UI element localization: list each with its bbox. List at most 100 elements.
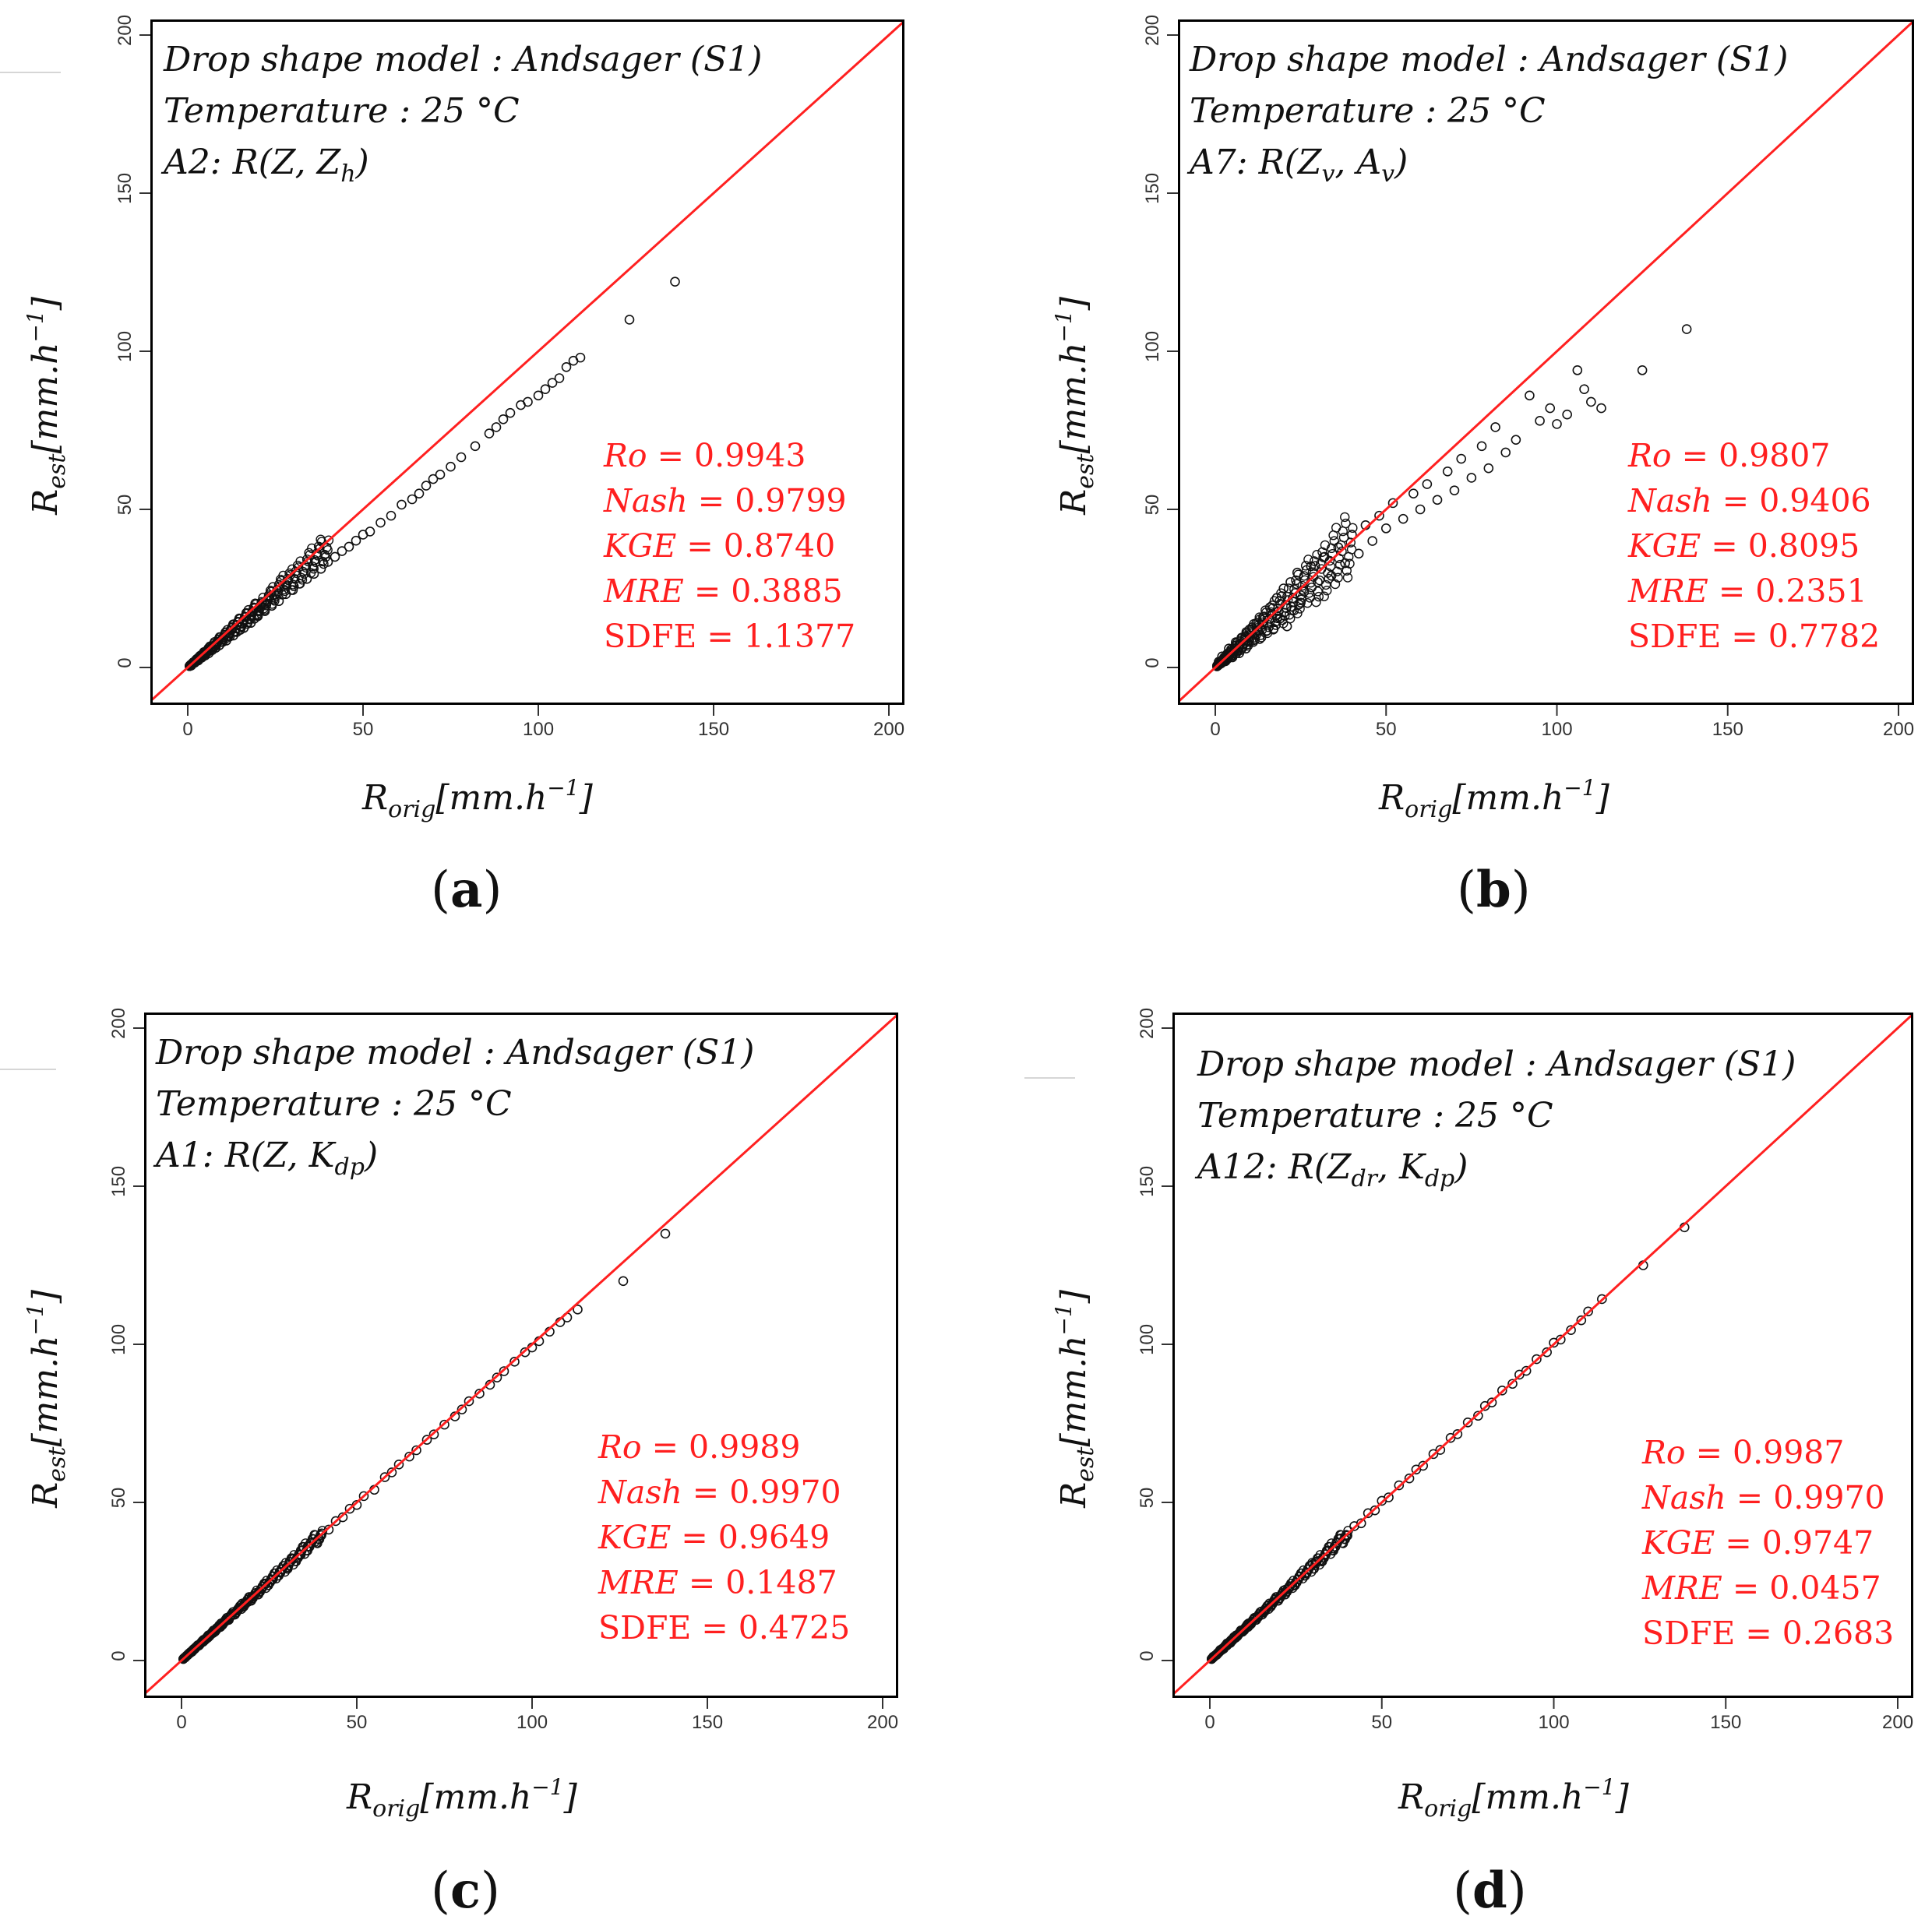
x-tick-label: 200 <box>1883 719 1915 740</box>
stat-ro: Ro = 0.9943 <box>604 440 806 472</box>
y-tick-label: 0 <box>115 657 136 668</box>
stat-value: 0.9970 <box>729 1474 841 1511</box>
stat-equals: = <box>1712 482 1760 519</box>
stat-label: Nash <box>1642 1479 1726 1516</box>
relation-text: ) <box>355 143 369 182</box>
x-axis-label: Rorig[mm.h−1] <box>1379 775 1609 823</box>
x-axis-label: Rorig[mm.h−1] <box>347 1774 577 1823</box>
stat-sdfe: SDFE = 1.1377 <box>604 621 855 653</box>
caption-paren: ( <box>431 861 450 919</box>
stat-ro: Ro = 0.9989 <box>598 1432 800 1463</box>
x-axis-label: Rorig[mm.h−1] <box>362 775 593 823</box>
stat-value: 0.9406 <box>1759 482 1871 519</box>
stat-label: KGE <box>1628 527 1701 565</box>
xlab-sup: −1 <box>1583 1774 1616 1800</box>
stat-equals: = <box>678 1564 726 1601</box>
stat-nash: Nash = 0.9970 <box>598 1477 841 1509</box>
xlab-sup: −1 <box>531 1774 564 1800</box>
stat-kge: KGE = 0.8095 <box>1628 530 1860 562</box>
x-tick-label: 0 <box>1210 719 1221 740</box>
x-tick-label: 0 <box>182 719 193 740</box>
stat-label: SDFE <box>1628 618 1722 655</box>
caption-paren: ) <box>480 1862 500 1920</box>
stat-label: Nash <box>604 482 688 519</box>
stat-label: SDFE <box>598 1609 692 1647</box>
y-tick-label: 100 <box>1137 1323 1158 1355</box>
caption-letter: c <box>450 1861 481 1920</box>
y-tick-label: 50 <box>1137 1487 1158 1509</box>
stat-value: 1.1377 <box>743 618 856 655</box>
stat-sdfe: SDFE = 0.4725 <box>598 1612 850 1644</box>
relation-text: A7: R(Z <box>1190 143 1322 182</box>
relation-subscript: dr <box>1351 1165 1377 1192</box>
relation-text: ) <box>1454 1147 1468 1187</box>
stat-kge: KGE = 0.8740 <box>604 530 835 562</box>
y-tick-label: 200 <box>115 14 136 46</box>
crop-mark <box>0 72 61 73</box>
relation-text: , A <box>1334 143 1382 182</box>
x-tick-label: 150 <box>1710 1712 1742 1733</box>
caption-letter: b <box>1475 861 1511 919</box>
x-tick-label: 150 <box>692 1712 724 1733</box>
caption-paren: ) <box>1507 1862 1527 1920</box>
ylab-sub: est <box>44 1446 71 1482</box>
ylab-close: ] <box>26 1290 65 1304</box>
x-tick-label: 0 <box>1204 1712 1215 1733</box>
ylab-close: ] <box>1054 1290 1094 1304</box>
stat-equals: = <box>1715 1524 1762 1562</box>
stat-equals: = <box>1721 618 1768 655</box>
stat-kge: KGE = 0.9747 <box>1642 1527 1874 1559</box>
ylab-sub: est <box>1072 453 1099 489</box>
relation-text: A2: R(Z, Z <box>164 143 341 182</box>
stat-value: 0.9987 <box>1732 1434 1845 1471</box>
y-tick-label: 50 <box>1142 494 1163 516</box>
stat-equals: = <box>1685 1434 1733 1471</box>
stat-value: 0.9799 <box>735 482 847 519</box>
stat-label: MRE <box>1628 572 1708 610</box>
stat-label: Ro <box>604 437 647 474</box>
relation-annotation: A1: R(Z, Kdp) <box>156 1139 378 1179</box>
y-tick-label: 200 <box>1142 14 1163 46</box>
stat-nash: Nash = 0.9799 <box>604 485 847 517</box>
relation-text: ) <box>1394 143 1408 182</box>
relation-annotation: A12: R(Zdr, Kdp) <box>1197 1150 1468 1191</box>
x-tick-label: 50 <box>352 719 374 740</box>
stat-label: Nash <box>598 1474 682 1511</box>
relation-subscript: v <box>1321 160 1335 188</box>
y-tick-label: 200 <box>1137 1007 1158 1039</box>
stat-label: KGE <box>604 527 677 565</box>
stat-equals: = <box>1735 1615 1782 1652</box>
stat-value: 0.0457 <box>1769 1569 1881 1607</box>
x-tick-label: 100 <box>523 719 555 740</box>
x-tick-label: 50 <box>346 1712 368 1733</box>
xlab-sup: −1 <box>1564 775 1596 801</box>
y-tick-label: 0 <box>1137 1650 1158 1661</box>
stat-value: 0.2683 <box>1782 1615 1895 1652</box>
stat-sdfe: SDFE = 0.2683 <box>1642 1618 1894 1650</box>
xlab-main: R <box>347 1777 373 1817</box>
y-tick-label: 100 <box>1142 330 1163 362</box>
stat-value: 0.9649 <box>717 1519 830 1556</box>
stat-equals: = <box>1708 572 1756 610</box>
stat-kge: KGE = 0.9649 <box>598 1522 830 1554</box>
xlab-close: ] <box>563 1777 577 1817</box>
y-tick-label: 150 <box>1137 1165 1158 1197</box>
x-tick-label: 100 <box>1538 1712 1570 1733</box>
relation-subscript: v <box>1381 160 1395 188</box>
x-tick-label: 150 <box>698 719 730 740</box>
stat-label: Nash <box>1628 482 1712 519</box>
ylab-main: R <box>26 1481 65 1508</box>
model-annotation: Drop shape model : Andsager (S1) <box>164 40 763 79</box>
stat-label: Ro <box>1642 1434 1686 1471</box>
stat-ro: Ro = 0.9987 <box>1642 1437 1844 1469</box>
relation-text: A1: R(Z, K <box>156 1136 335 1175</box>
y-axis-label: Rest[mm.h−1] <box>23 1282 71 1516</box>
stat-value: 0.9970 <box>1773 1479 1885 1516</box>
x-axis-label: Rorig[mm.h−1] <box>1398 1774 1629 1823</box>
xlab-main: R <box>1379 778 1405 818</box>
stat-label: Ro <box>1628 437 1672 474</box>
xlab-main: R <box>1398 1777 1425 1817</box>
temperature-annotation: Temperature : 25 °C <box>164 91 520 131</box>
stat-label: SDFE <box>604 618 697 655</box>
y-tick-label: 150 <box>1142 172 1163 204</box>
